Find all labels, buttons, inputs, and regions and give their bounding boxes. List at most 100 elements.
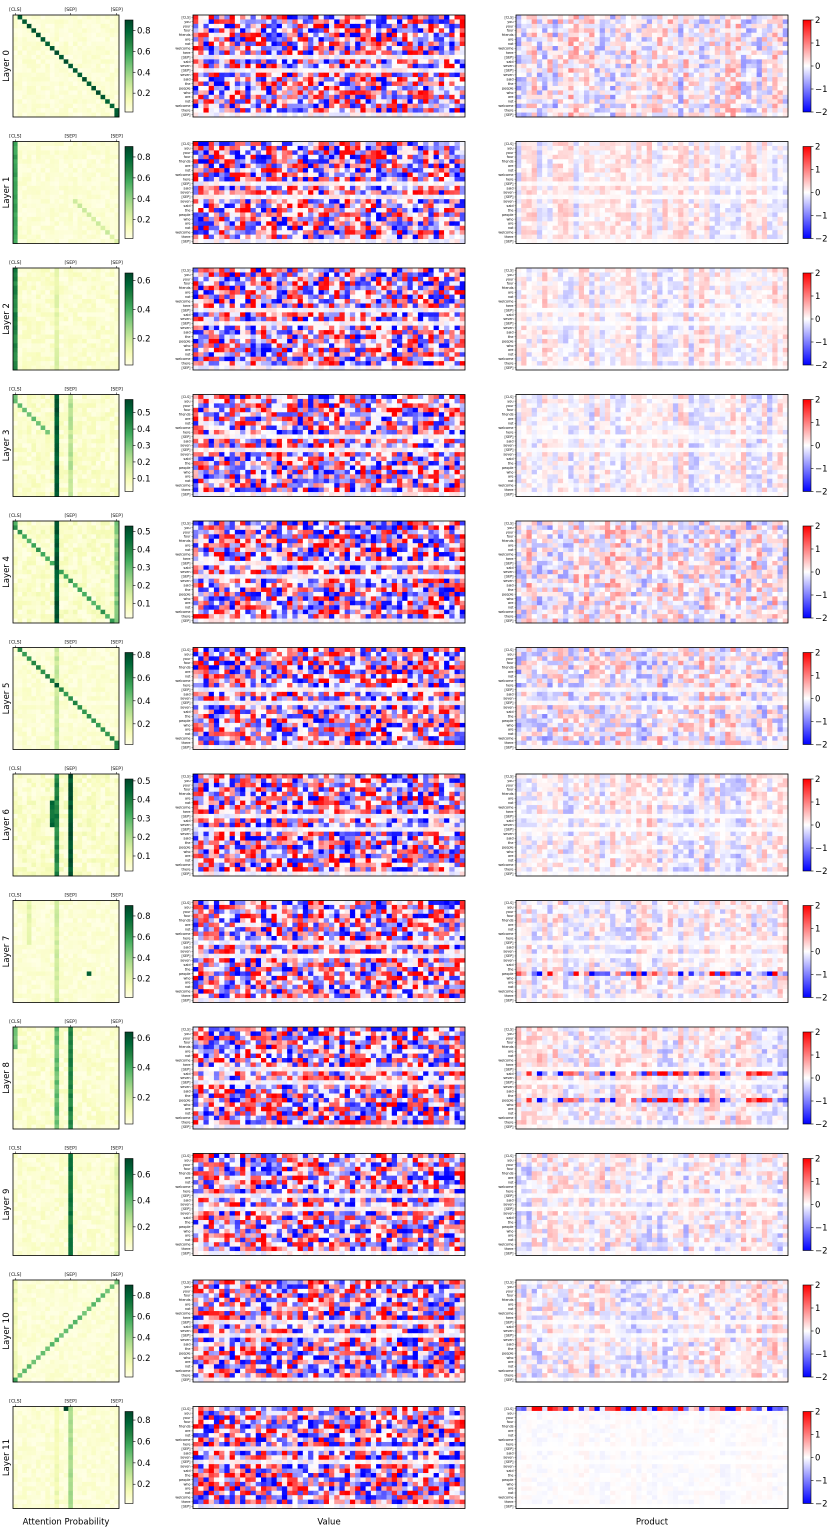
value-cell [266,77,272,82]
value-cell [271,168,278,173]
product-cell [709,81,716,87]
attention-cell [72,77,78,82]
attention-cell [77,77,83,82]
value-cell [245,85,251,91]
value-cell [281,172,288,178]
attention-cell [31,225,37,231]
value-cell [276,68,283,73]
product-cell [578,23,585,29]
product-cell [688,112,695,118]
attention-cell [68,108,74,113]
value-cell [302,208,309,213]
value-cell [428,23,434,29]
product-cell [625,23,632,29]
value-cell [391,150,398,156]
value-cell [287,150,293,156]
value-cell [355,141,361,147]
value-cell [203,94,210,100]
product-cell [709,32,716,38]
product-cell [725,77,731,82]
value-cell [255,108,262,113]
value-cell [302,28,309,34]
value-cell [449,59,455,65]
value-cell [229,90,236,96]
product-cell [662,150,669,156]
product-cell [594,37,601,42]
value-cell [308,99,314,105]
value-cell [266,199,272,204]
product-cell [568,90,574,96]
attention-cell [54,99,60,105]
product-cell [521,77,527,82]
value-cell [203,163,210,169]
product-cell [746,108,752,113]
product-cell [672,90,679,96]
product-cell [662,90,669,96]
value-cell [224,19,230,25]
product-cell [662,15,669,20]
value-cell [433,85,440,91]
value-cell [219,103,225,109]
attention-cell [72,176,78,182]
value-cell [370,94,377,100]
value-cell [313,190,319,196]
product-cell [761,54,768,60]
product-cell [746,15,752,20]
product-cell [641,85,648,91]
attention-cell [72,46,78,51]
attention-cell [77,85,83,91]
product-cell [652,54,658,60]
value-cell [308,23,314,29]
attention-cell [45,15,51,20]
value-cell [281,77,288,82]
value-cell [308,46,314,51]
attention-cell [40,94,46,100]
value-cell [438,94,445,100]
attention-cell [54,185,60,191]
value-cell [386,94,393,100]
attention-cell [31,28,37,34]
product-cell [735,23,742,29]
product-cell [735,37,742,42]
value-cell [444,159,450,165]
value-cell [381,212,387,218]
attention-cell [26,194,32,200]
value-cell [386,23,393,29]
value-cell [449,103,455,109]
value-cell [402,90,408,96]
attention-cell [68,59,74,65]
product-cell [662,103,669,109]
attention-cell [13,150,18,156]
product-cell [777,23,784,29]
value-cell [276,103,283,109]
value-cell [240,72,246,78]
product-cell [531,50,538,56]
value-cell [423,72,429,78]
product-cell [751,50,757,56]
product-cell [756,50,763,56]
attention-cell [77,37,83,42]
value-cell [213,46,220,51]
value-cell [349,63,356,69]
value-cell [266,68,272,73]
attention-cell [63,37,69,42]
product-cell [646,90,653,96]
value-cell [224,72,230,78]
value-cell [329,85,335,91]
attention-cell [86,63,92,69]
value-cell [412,77,419,82]
product-cell [610,23,616,29]
product-cell [584,81,590,87]
product-cell [547,50,553,56]
value-cell [355,239,361,244]
product-cell [725,41,731,47]
value-cell [297,19,304,25]
value-cell [423,77,429,82]
value-cell [308,72,314,78]
attention-cell [86,185,92,191]
value-cell [250,199,257,204]
colorbar-tick-label: 0.4 [137,68,151,78]
value-cell [449,208,455,213]
value-cell [402,85,408,91]
attention-cell [45,230,51,235]
